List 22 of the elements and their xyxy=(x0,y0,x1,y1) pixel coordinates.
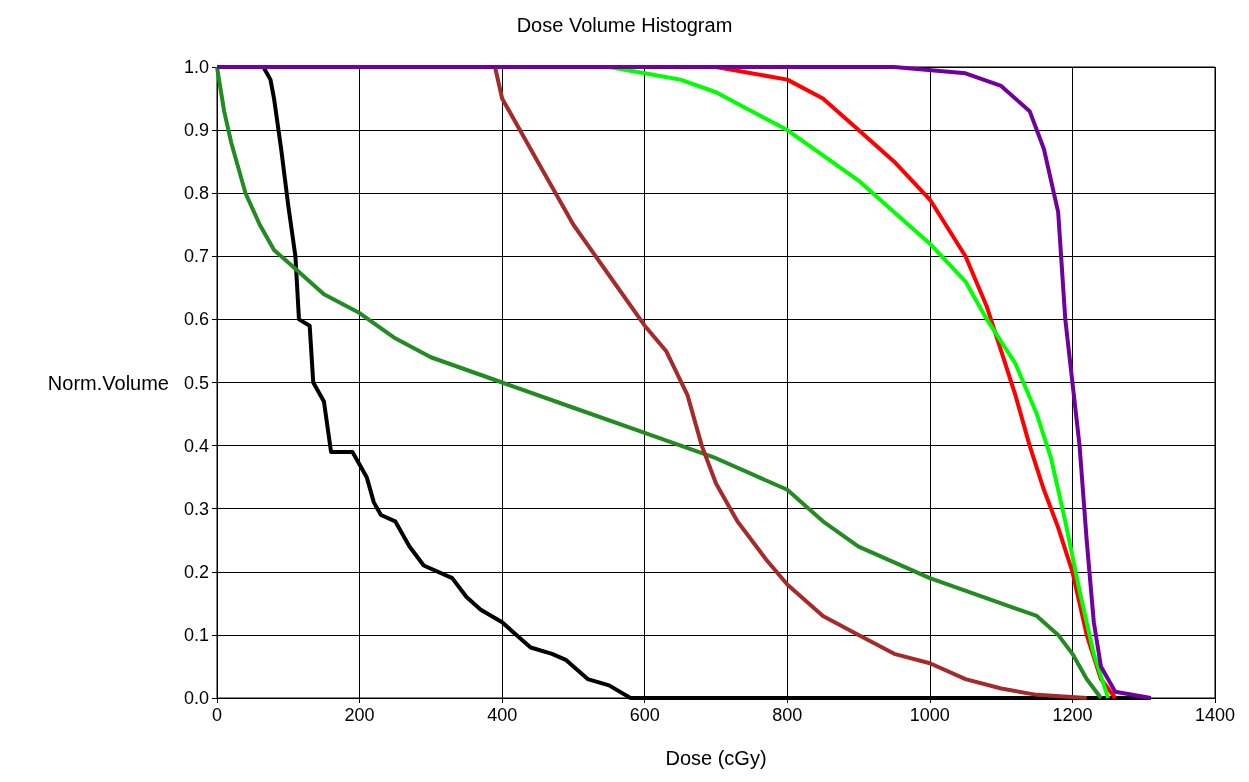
x-tick-label: 1200 xyxy=(1052,705,1093,725)
y-tick-label: 0.6 xyxy=(183,309,209,330)
y-tick-label: 0.3 xyxy=(183,498,209,519)
chart-title: Dose Volume Histogram xyxy=(516,14,733,36)
x-tick-label: 0 xyxy=(211,705,223,725)
y-tick-label: 0.9 xyxy=(183,120,209,141)
x-axis-title: Dose (cGy) xyxy=(665,747,767,769)
y-tick-label: 0.8 xyxy=(183,183,209,204)
y-tick-label: 0.5 xyxy=(183,372,209,393)
x-tick-label: 200 xyxy=(344,705,375,725)
x-tick-label: 600 xyxy=(629,705,660,725)
y-tick-label: 0.0 xyxy=(183,688,209,708)
y-tick-label: 0.2 xyxy=(183,561,209,582)
y-tick-label: 1.0 xyxy=(183,57,209,77)
y-axis-title: Norm.Volume xyxy=(47,371,169,394)
y-tick-label: 0.4 xyxy=(183,435,209,456)
x-tick-label: 1400 xyxy=(1194,705,1236,725)
y-tick-label: 0.1 xyxy=(183,624,209,645)
y-tick-label: 0.7 xyxy=(183,246,209,267)
x-tick-label: 800 xyxy=(772,705,803,725)
x-tick-label: 1000 xyxy=(909,705,950,725)
x-tick-label: 400 xyxy=(487,705,518,725)
